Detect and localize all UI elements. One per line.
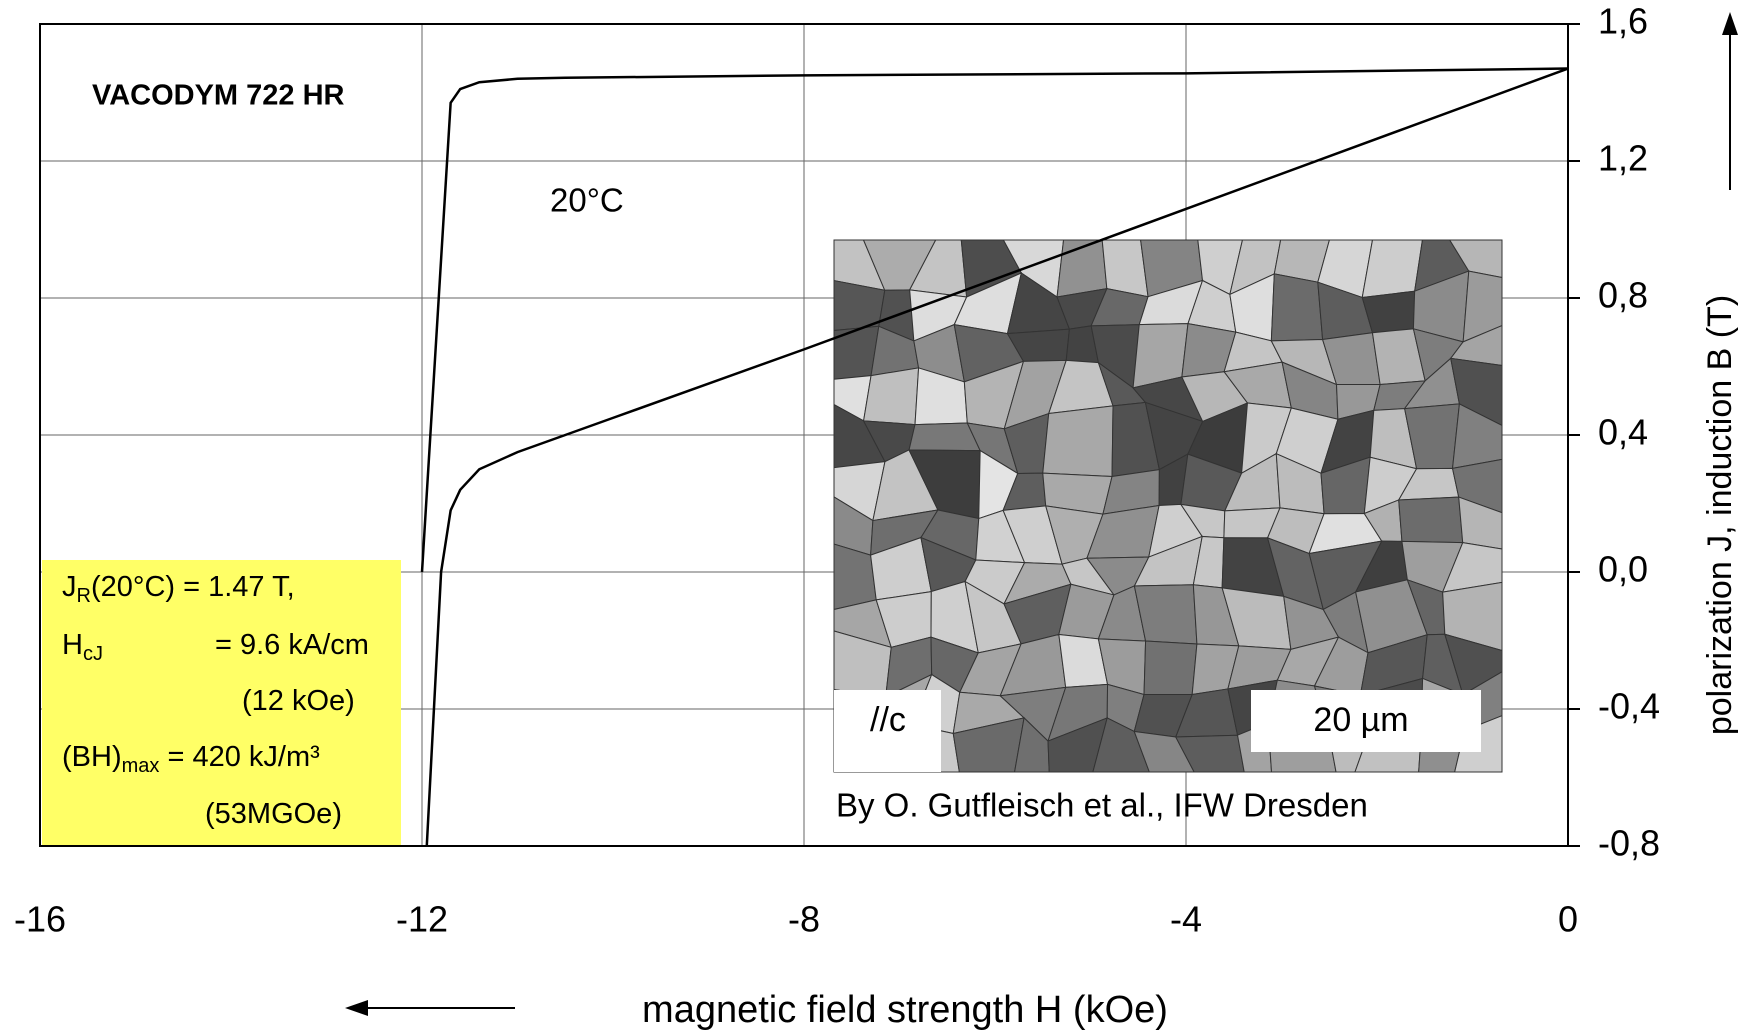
info-line: (53MGOe)	[205, 798, 342, 830]
y-arrow-head	[1722, 12, 1738, 35]
x-axis-title: magnetic field strength H (kOe)	[642, 989, 1168, 1031]
micrograph-inset	[833, 239, 1503, 773]
grain	[1361, 239, 1424, 299]
grain	[1398, 496, 1464, 544]
curve	[425, 67, 1569, 847]
info-line: (12 kOe)	[242, 685, 355, 717]
chart-title: VACODYM 722 HR	[92, 80, 345, 112]
grain	[1143, 640, 1198, 696]
scale-bar-label: 20 µm	[1313, 701, 1408, 739]
grain	[1101, 239, 1149, 298]
x-arrow-head	[345, 1000, 368, 1016]
info-text-part: (12 kOe)	[242, 685, 355, 717]
y-axis-title: polarization J, induction B (T)	[1701, 295, 1739, 735]
y-tick-label: -0,8	[1598, 823, 1660, 864]
grain	[1042, 405, 1114, 477]
info-text-part: R	[77, 585, 91, 607]
info-line: HcJ = 9.6 kA/cm	[62, 629, 369, 666]
info-text-part: J	[62, 571, 77, 603]
x-tick-label: -12	[396, 899, 448, 940]
info-text-part: cJ	[83, 643, 103, 665]
y-tick-label: 0,8	[1598, 275, 1648, 316]
info-text-part: H	[62, 629, 83, 661]
info-text-part: = 9.6 kA/cm	[215, 629, 369, 661]
credit: By O. Gutfleisch et al., IFW Dresden	[836, 787, 1368, 824]
y-tick-label: 0,0	[1598, 549, 1648, 590]
temperature-label: 20°C	[550, 182, 624, 219]
grain	[1270, 273, 1324, 342]
plot-border	[39, 23, 1569, 847]
info-line: (BH)max = 420 kJ/m³	[62, 741, 320, 778]
y-tick-label: 0,4	[1598, 412, 1648, 453]
info-text-part: = 420 kJ/m³	[159, 741, 320, 773]
info-text-part: (BH)	[62, 741, 122, 773]
y-tick-label: 1,6	[1598, 1, 1648, 42]
x-tick-label: -8	[788, 899, 820, 940]
x-tick-label: -16	[14, 899, 66, 940]
info-text-part: max	[122, 755, 160, 777]
y-tick-label: 1,2	[1598, 138, 1648, 179]
grain	[1056, 239, 1108, 298]
inset-label-box	[834, 690, 941, 772]
x-tick-label: -4	[1170, 899, 1202, 940]
x-tick-label: 0	[1558, 899, 1578, 940]
grain	[862, 367, 920, 426]
y-tick-label: -0,4	[1598, 686, 1660, 727]
info-box	[42, 560, 401, 845]
scale-bar-box	[1251, 690, 1481, 752]
info-text: JR(20°C) = 1.47 T,HcJ = 9.6 kA/cm(12 kOe)…	[62, 571, 369, 830]
info-text-part: (53MGOe)	[205, 798, 342, 830]
curve	[420, 67, 1569, 573]
curves	[420, 67, 1569, 847]
info-text-part: (20°C) = 1.47 T,	[91, 571, 295, 603]
inset-label: //c	[870, 701, 906, 739]
info-line: JR(20°C) = 1.47 T,	[62, 571, 295, 608]
